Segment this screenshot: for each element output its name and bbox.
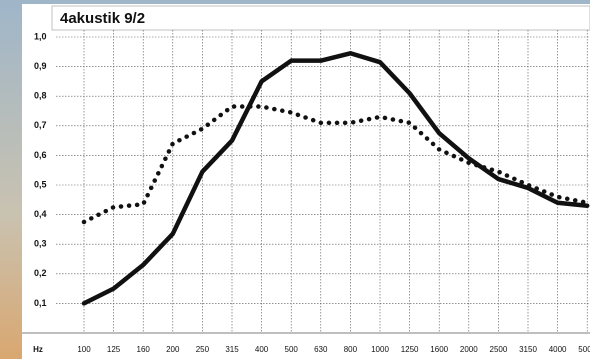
chart-title: 4akustik 9/2 (60, 10, 145, 27)
y-tick-label: 0,4 (34, 209, 47, 219)
x-tick-label: 100 (77, 345, 91, 354)
y-tick-label: 0,1 (34, 298, 47, 308)
x-tick-label: 315 (225, 345, 239, 354)
x-tick-label: 400 (255, 345, 269, 354)
x-tick-label: 200 (166, 345, 180, 354)
y-tick-label: 1,0 (34, 31, 47, 41)
y-tick-label: 0,8 (34, 91, 47, 101)
x-tick-label: 160 (137, 345, 151, 354)
x-tick-label: 2500 (490, 345, 508, 354)
series-line (81, 51, 590, 306)
x-tick-label: 5000 (578, 345, 590, 354)
x-tick-label: 250 (196, 345, 210, 354)
y-tick-label: 0,5 (34, 179, 47, 189)
y-tick-label: 0,2 (34, 268, 47, 278)
x-tick-label: 1250 (401, 345, 419, 354)
y-tick-label: 0,3 (34, 239, 47, 249)
panel (22, 4, 590, 359)
y-tick-label: 0,6 (34, 150, 47, 160)
x-tick-label: 800 (344, 345, 358, 354)
x-tick-label: 3150 (519, 345, 537, 354)
x-tick-label: 2000 (460, 345, 478, 354)
series-line (81, 104, 590, 225)
x-axis-label: Hz (33, 345, 43, 354)
y-tick-label: 0,7 (34, 120, 47, 130)
x-tick-label: 630 (314, 345, 328, 354)
x-tick-label: 500 (285, 345, 299, 354)
x-tick-label: 125 (107, 345, 121, 354)
x-tick-label: 1600 (430, 345, 448, 354)
y-tick-label: 0,9 (34, 61, 47, 71)
title-box (51, 5, 590, 31)
x-tick-label: 1000 (371, 345, 389, 354)
x-tick-label: 4000 (549, 345, 567, 354)
